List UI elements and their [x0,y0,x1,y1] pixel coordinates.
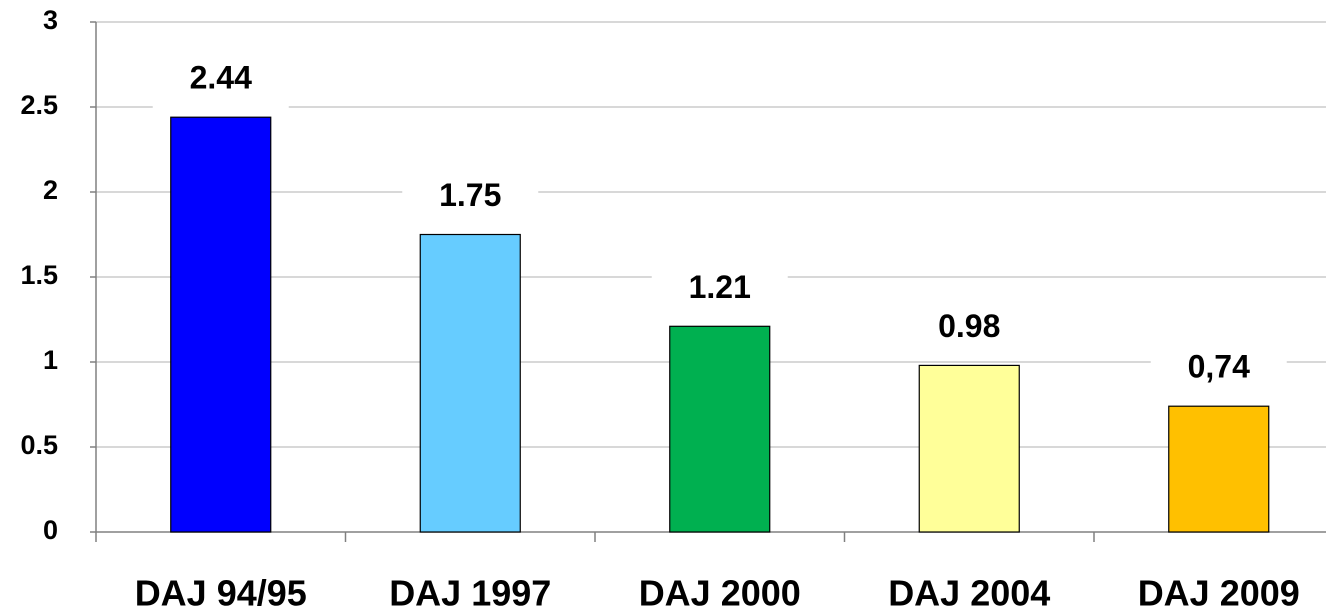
y-tick-label: 3 [43,5,58,35]
bar [1168,405,1270,533]
x-tick-label: DAJ 2000 [639,573,801,614]
x-tick-label: DAJ 2004 [888,573,1050,614]
bar [669,325,771,533]
value-label: 1.21 [689,269,751,305]
value-label-bg [901,298,1038,359]
x-tick-label: DAJ 1997 [389,573,551,614]
value-label-bg [651,259,788,320]
y-tick-label: 2.5 [20,90,58,120]
y-tick-label: 0.5 [20,430,58,460]
y-tick-label: 2 [43,175,58,205]
value-label: 0,74 [1188,349,1250,385]
y-tick-label: 1.5 [20,260,58,290]
value-label: 0.98 [938,308,1000,344]
value-label: 1.75 [439,177,501,213]
y-tick-label: 1 [43,345,58,375]
bar [918,364,1020,533]
bar [170,116,272,533]
value-label-bg [402,167,539,228]
bar [419,233,521,533]
value-label-bg [1150,339,1287,400]
y-tick-label: 0 [43,515,58,545]
x-tick-label: DAJ 94/95 [135,573,307,614]
x-tick-label: DAJ 2009 [1138,573,1300,614]
value-label: 2.44 [190,60,252,96]
value-label-bg [152,50,289,111]
